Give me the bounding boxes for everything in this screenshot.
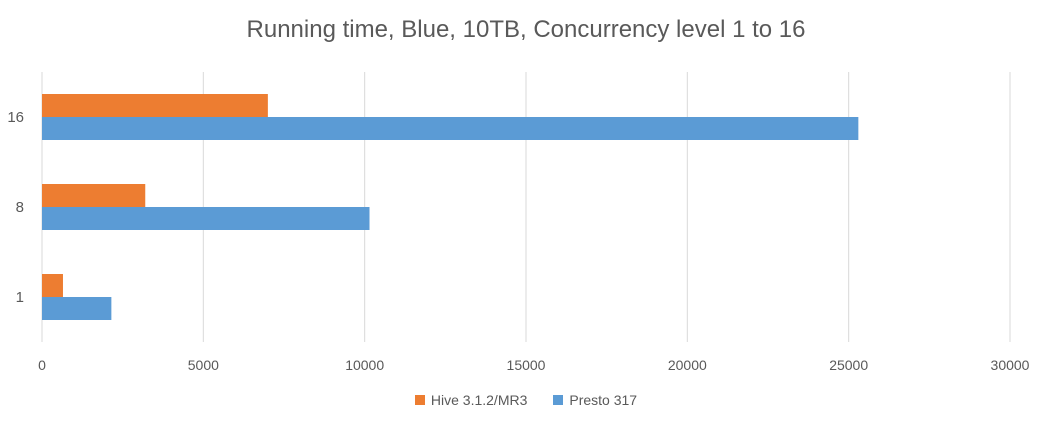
x-tick-label: 5000 (188, 357, 219, 373)
bars (42, 94, 859, 320)
legend-swatch-hive (414, 395, 425, 405)
bar-hive-16 (42, 94, 268, 117)
x-axis-ticks: 0 5000 10000 15000 20000 25000 30000 (38, 357, 1030, 373)
category-label: 8 (16, 199, 24, 216)
bar-presto-1 (42, 297, 112, 320)
chart-title: Running time, Blue, 10TB, Concurrency le… (246, 16, 806, 43)
bar-hive-8 (42, 184, 146, 207)
category-label: 1 (16, 289, 24, 306)
category-label: 16 (7, 109, 24, 126)
x-tick-label: 25000 (829, 357, 868, 373)
legend-label-hive: Hive 3.1.2/MR3 (430, 392, 528, 408)
bar-presto-8 (42, 207, 370, 230)
legend: Hive 3.1.2/MR3 Presto 317 (0, 392, 1052, 408)
bar-presto-16 (42, 117, 859, 140)
x-tick-label: 10000 (345, 357, 384, 373)
legend-item-presto: Presto 317 (553, 392, 637, 408)
legend-label-presto: Presto 317 (569, 392, 638, 408)
x-tick-label: 30000 (991, 357, 1030, 373)
x-tick-label: 15000 (507, 357, 546, 373)
x-tick-label: 0 (38, 357, 46, 373)
legend-swatch-presto (553, 395, 564, 405)
legend-item-hive: Hive 3.1.2/MR3 (414, 392, 528, 408)
x-tick-label: 20000 (668, 357, 707, 373)
bar-hive-1 (42, 274, 63, 297)
